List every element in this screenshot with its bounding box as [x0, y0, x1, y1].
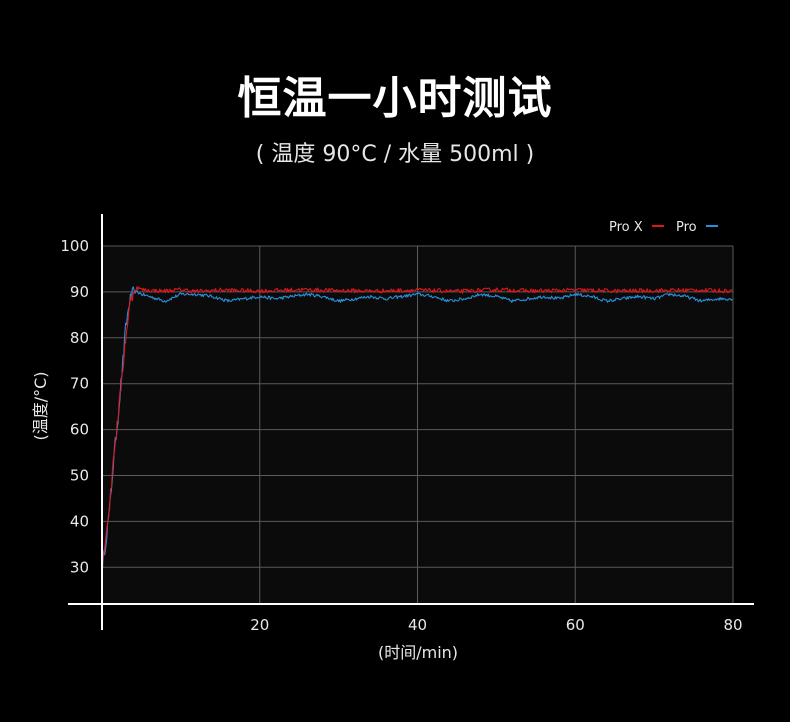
y-tick-label: 80	[70, 329, 89, 347]
chart-title: 恒温一小时测试	[237, 73, 553, 124]
y-tick-label: 70	[70, 375, 89, 393]
series-line-pro-x	[101, 285, 733, 560]
x-tick-label: 60	[566, 616, 585, 634]
tick-labels: 30 40 50 60 70 80 90 100 20 40 60 80	[60, 237, 742, 634]
series-line-pro	[101, 286, 733, 578]
x-tick-label: 20	[250, 616, 269, 634]
y-tick-label: 100	[60, 237, 89, 255]
series-lines	[101, 285, 733, 578]
y-axis-title: (温度/°C)	[31, 371, 50, 440]
gridlines	[102, 245, 734, 604]
x-axis-title: (时间/min)	[378, 643, 458, 662]
y-tick-label: 50	[70, 466, 89, 484]
y-tick-label: 60	[70, 421, 89, 439]
legend: Pro X Pro	[609, 220, 718, 235]
chart-subtitle: ( 温度 90°C / 水量 500ml )	[255, 142, 535, 167]
y-tick-label: 90	[70, 283, 89, 301]
y-tick-label: 40	[70, 512, 89, 530]
x-tick-label: 40	[408, 616, 427, 634]
y-tick-label: 30	[70, 558, 89, 576]
legend-label: Pro	[676, 220, 697, 235]
x-tick-label: 80	[723, 616, 742, 634]
legend-label: Pro X	[609, 220, 643, 235]
